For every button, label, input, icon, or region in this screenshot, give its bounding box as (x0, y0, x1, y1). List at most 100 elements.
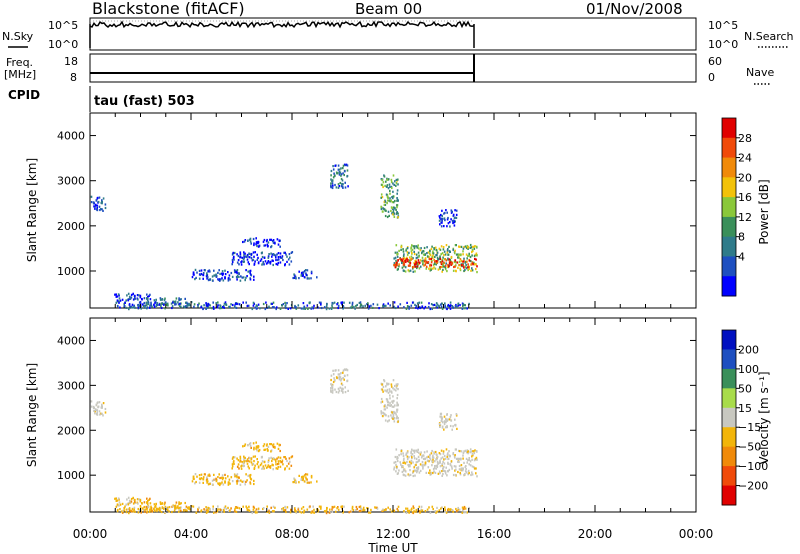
data-cell (139, 505, 142, 508)
data-cell (165, 301, 167, 304)
data-cell (406, 256, 408, 259)
data-cell (473, 254, 476, 257)
data-cell (231, 275, 234, 278)
data-cell (265, 240, 268, 243)
data-cell (444, 306, 447, 309)
data-cell (247, 459, 249, 463)
data-cell (330, 374, 333, 377)
data-cell (406, 301, 408, 304)
data-cell (267, 459, 270, 462)
data-cell (253, 479, 255, 482)
data-cell (446, 251, 449, 254)
data-cell (455, 413, 458, 416)
data-cell (235, 510, 238, 513)
data-cell (426, 261, 429, 264)
colorbar-segment (722, 157, 736, 178)
data-cell (458, 245, 461, 248)
data-cell (407, 473, 410, 476)
data-cell (146, 306, 149, 309)
data-cell (137, 511, 140, 514)
data-cell (284, 505, 286, 508)
data-cell (192, 477, 195, 480)
data-cell (405, 249, 407, 252)
data-cell (455, 213, 458, 216)
data-cell (186, 506, 189, 509)
data-cell (457, 506, 459, 510)
data-cell (276, 263, 279, 266)
data-cell (419, 469, 422, 472)
data-cell (396, 198, 399, 201)
data-cell (104, 411, 107, 414)
data-cell (164, 511, 166, 514)
data-cell (376, 507, 379, 510)
data-cell (198, 269, 201, 272)
data-cell (104, 407, 107, 411)
data-cell (292, 276, 294, 280)
data-cell (206, 476, 208, 479)
data-cell (466, 450, 469, 453)
data-cell (455, 468, 457, 471)
data-cell (476, 265, 478, 268)
data-cell (256, 458, 258, 461)
data-cell (395, 389, 397, 392)
data-cell (399, 257, 401, 260)
data-cell (300, 507, 303, 510)
data-cell (236, 482, 238, 485)
data-cell (335, 171, 338, 174)
data-cell (432, 456, 435, 459)
data-cell (447, 222, 450, 225)
data-cell (465, 471, 468, 474)
cpid-label: CPID (8, 88, 40, 102)
data-cell (422, 261, 424, 264)
data-cell (439, 460, 441, 464)
data-cell (232, 303, 234, 307)
data-cell (282, 258, 284, 262)
data-cell (392, 405, 395, 408)
data-cell (90, 405, 93, 408)
data-cell (128, 295, 131, 298)
data-cell (351, 305, 353, 308)
data-cell (213, 478, 215, 481)
data-cell (423, 451, 426, 454)
data-cell (471, 248, 474, 251)
data-cell (446, 307, 448, 311)
data-cell (279, 307, 282, 310)
data-cell (475, 245, 478, 248)
data-cell (130, 500, 133, 503)
data-cell (306, 304, 309, 307)
data-cell (420, 301, 423, 304)
data-cell (297, 304, 300, 307)
data-cell (448, 468, 451, 471)
colorbar-segment (722, 137, 736, 159)
data-cell (432, 267, 434, 270)
data-cell (186, 509, 188, 512)
data-cell (422, 467, 424, 470)
data-cell (320, 301, 322, 304)
data-cell (276, 442, 279, 445)
data-cell (340, 382, 343, 385)
data-cell (382, 181, 385, 184)
data-cell (94, 410, 96, 413)
data-cell (255, 508, 258, 511)
data-cell (221, 474, 224, 477)
data-cell (160, 306, 163, 310)
data-cell (179, 298, 181, 301)
data-cell (418, 255, 420, 258)
data-cell (380, 412, 383, 415)
data-cell (429, 458, 432, 461)
data-cell (292, 481, 294, 484)
data-cell (428, 471, 430, 474)
data-cell (454, 469, 456, 472)
data-cell (270, 443, 273, 446)
data-cell (330, 378, 332, 382)
data-cell (266, 238, 268, 242)
data-cell (475, 252, 478, 255)
data-cell (203, 508, 205, 511)
data-cell (337, 387, 340, 390)
data-cell (149, 510, 151, 513)
data-cell (392, 174, 395, 177)
data-cell (394, 256, 397, 259)
data-cell (258, 245, 260, 248)
data-cell (429, 252, 431, 255)
data-cell (465, 457, 468, 460)
